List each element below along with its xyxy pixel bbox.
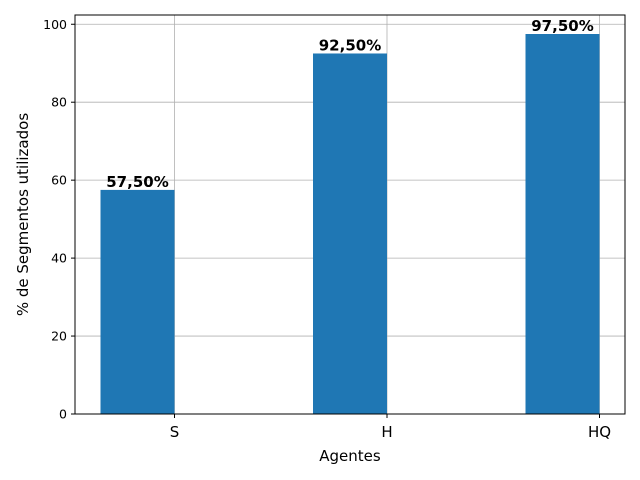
y-axis-title: % de Segmentos utilizados — [14, 113, 32, 316]
data-label-h: 92,50% — [319, 36, 381, 54]
y-tick-label: 0 — [59, 407, 67, 422]
y-axis-ticks: 0 20 40 60 80 100 — [43, 17, 75, 422]
y-tick-label: 20 — [51, 329, 67, 344]
y-tick-label: 100 — [43, 17, 67, 32]
data-label-hq: 97,50% — [531, 17, 593, 35]
bar-h — [313, 53, 387, 414]
x-axis-title: Agentes — [319, 447, 381, 465]
y-tick-label: 80 — [51, 95, 67, 110]
y-tick-label: 40 — [51, 251, 67, 266]
data-label-s: 57,50% — [106, 173, 168, 191]
x-tick-label-h: H — [381, 423, 392, 441]
y-tick-label: 60 — [51, 173, 67, 188]
bars — [100, 34, 600, 414]
x-axis-ticks: S H HQ — [170, 414, 611, 441]
plot-area-frame — [74, 14, 626, 415]
bar-s — [100, 189, 175, 414]
data-labels: 57,50% 92,50% 97,50% — [106, 17, 593, 191]
bar-hq — [525, 34, 600, 414]
x-tick-label-s: S — [170, 423, 180, 441]
x-tick-label-hq: HQ — [588, 423, 611, 441]
